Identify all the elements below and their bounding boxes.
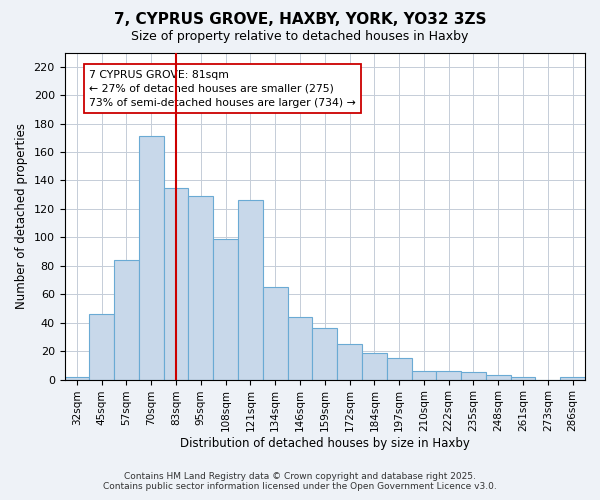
Bar — [412, 371, 436, 380]
Bar — [164, 188, 188, 380]
Bar — [89, 314, 114, 380]
Text: Size of property relative to detached houses in Haxby: Size of property relative to detached ho… — [131, 30, 469, 43]
Bar — [560, 377, 585, 380]
Bar — [213, 239, 238, 380]
Bar — [139, 136, 164, 380]
Bar — [362, 352, 387, 380]
Text: 7 CYPRUS GROVE: 81sqm
← 27% of detached houses are smaller (275)
73% of semi-det: 7 CYPRUS GROVE: 81sqm ← 27% of detached … — [89, 70, 356, 108]
Text: 7, CYPRUS GROVE, HAXBY, YORK, YO32 3ZS: 7, CYPRUS GROVE, HAXBY, YORK, YO32 3ZS — [114, 12, 486, 28]
Bar — [238, 200, 263, 380]
Bar — [65, 377, 89, 380]
Bar — [263, 287, 287, 380]
Bar — [436, 371, 461, 380]
Bar — [188, 196, 213, 380]
Text: Contains HM Land Registry data © Crown copyright and database right 2025.
Contai: Contains HM Land Registry data © Crown c… — [103, 472, 497, 491]
Bar — [313, 328, 337, 380]
X-axis label: Distribution of detached houses by size in Haxby: Distribution of detached houses by size … — [180, 437, 470, 450]
Bar — [387, 358, 412, 380]
Bar — [486, 376, 511, 380]
Bar — [337, 344, 362, 380]
Bar — [114, 260, 139, 380]
Bar — [287, 317, 313, 380]
Bar — [461, 372, 486, 380]
Bar — [511, 377, 535, 380]
Y-axis label: Number of detached properties: Number of detached properties — [15, 123, 28, 309]
